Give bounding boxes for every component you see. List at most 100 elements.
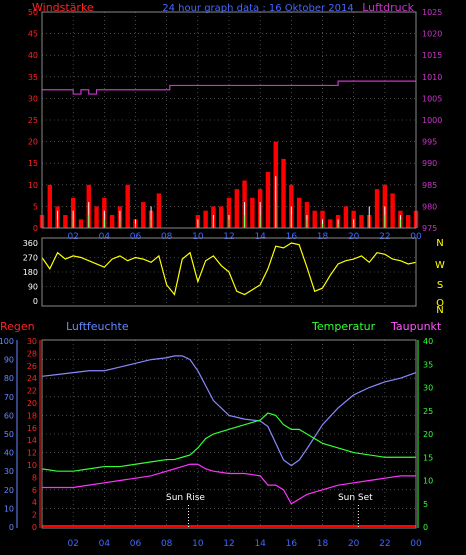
x-tick-label: 18: [317, 539, 329, 549]
right-tick-label: 1005: [422, 94, 442, 103]
left-tick-label: 45: [28, 30, 38, 39]
left-tick-label: 25: [28, 116, 38, 125]
dewpoint-axis-label: Taupunkt: [390, 320, 442, 333]
x-tick-labels: 02 04 06 08 10 12 14 16 18 20 22 00: [67, 539, 422, 549]
rain-tick-label: 6: [32, 486, 37, 495]
rain-tick-label: 30: [27, 337, 37, 346]
humidity-line: [41, 355, 417, 467]
left-tick-label: 360: [23, 239, 38, 248]
x-tick-label: 04: [99, 539, 111, 549]
right-axis-label: Luftdruck: [362, 1, 414, 14]
left-tick-label: 15: [28, 159, 38, 168]
x-tick-label: 02: [67, 232, 78, 242]
wind-bar: [250, 197, 255, 228]
wind-direction-line: [41, 242, 417, 296]
grid: [42, 340, 416, 528]
wind-bar: [78, 219, 84, 228]
temperature-tick-label: 35: [423, 360, 433, 369]
right-tick-label: 975: [422, 224, 437, 233]
x-tick-label: 20: [348, 232, 360, 242]
humidity-tick-label: 50: [4, 430, 14, 439]
temperature-tick-label: 20: [423, 430, 433, 439]
compass-label: N: [436, 238, 443, 249]
rain-tick-label: 10: [27, 461, 37, 470]
x-tick-label: 14: [254, 539, 266, 549]
temperature-tick-label: 10: [423, 477, 433, 486]
wind-bar: [281, 158, 286, 228]
wind-bar: [265, 171, 271, 228]
humidity-tick-labels: 0 10 20 30 40 50 60 70 80 90 100: [0, 337, 14, 532]
right-tick-labels: 975 980 985 990 995 1000 1005 1010 1015 1020 1025: [422, 8, 442, 233]
wind-bar: [47, 184, 52, 228]
x-tick-label: 18: [317, 232, 329, 242]
chart-title: 24 hour graph data : 16 Oktober 2014: [162, 3, 354, 14]
x-tick-label: 22: [379, 539, 390, 549]
wind-bar: [343, 206, 349, 228]
left-tick-label: 20: [28, 138, 38, 147]
temperature-line: [41, 412, 416, 472]
x-tick-label: 12: [223, 232, 234, 242]
rain-tick-label: 8: [32, 473, 37, 482]
x-tick-label: 08: [161, 232, 173, 242]
temperature-tick-label: 40: [423, 337, 433, 346]
temperature-tick-label: 5: [423, 500, 428, 509]
x-tick-label: 20: [348, 539, 360, 549]
rain-tick-label: 16: [27, 424, 37, 433]
plot-frame: [41, 11, 417, 229]
temperature-tick-label: 0: [423, 523, 428, 532]
humidity-tick-label: 100: [0, 337, 14, 346]
wind-bar: [94, 206, 99, 228]
x-tick-label: 16: [286, 232, 298, 242]
right-tick-label: 985: [422, 181, 437, 190]
right-tick-label: 990: [422, 159, 437, 168]
left-tick-label: 10: [28, 181, 38, 190]
humidity-tick-label: 90: [4, 356, 14, 365]
left-tick-label: 90: [28, 283, 38, 292]
temperature-tick-label: 30: [423, 384, 433, 393]
x-tick-label: 06: [130, 232, 142, 242]
rain-tick-label: 2: [32, 511, 37, 520]
x-tick-label: 10: [192, 232, 204, 242]
temperature-tick-label: 25: [423, 407, 433, 416]
x-tick-label: 00: [410, 232, 422, 242]
temperature-humidity-chart: Regen Luftfeuchte Temperatur Taupunkt 0 1…: [0, 320, 442, 549]
rain-tick-label: 26: [27, 362, 37, 371]
left-tick-label: 40: [28, 51, 38, 60]
wind-bar: [125, 184, 130, 228]
rain-tick-label: 0: [32, 523, 37, 532]
rain-tick-label: 4: [32, 498, 37, 507]
x-tick-label: 04: [99, 232, 111, 242]
dewpoint-line: [42, 463, 416, 505]
humidity-tick-label: 20: [4, 486, 14, 495]
x-tick-label: 02: [67, 539, 78, 549]
series-group: [41, 355, 417, 527]
left-axis-label: Windstärke: [32, 1, 94, 14]
right-tick-label: 980: [422, 202, 437, 211]
compass-label: O: [436, 298, 444, 309]
right-tick-label: 1010: [422, 73, 442, 82]
left-tick-labels: 0 5 10 15 20 25 30 35 40 45 50: [28, 8, 38, 233]
left-tick-label: 50: [28, 8, 38, 17]
wind-bar: [141, 202, 146, 228]
rain-tick-label: 18: [27, 411, 37, 420]
left-tick-label: 30: [28, 94, 38, 103]
compass-label: W: [435, 260, 445, 271]
series-group: [39, 80, 419, 228]
compass-label: S: [437, 280, 443, 291]
x-tick-label: 08: [161, 539, 173, 549]
temperature-axis-label: Temperatur: [311, 320, 376, 333]
wind-bar: [203, 210, 208, 228]
x-tick-label: 22: [379, 232, 390, 242]
plot-frame: [41, 237, 417, 307]
humidity-tick-label: 40: [4, 449, 14, 458]
rain-tick-label: 12: [27, 449, 37, 458]
wind-bar: [234, 189, 239, 228]
rain-tick-label: 14: [27, 436, 37, 445]
wind-bar: [63, 215, 68, 228]
humidity-tick-label: 0: [9, 523, 14, 532]
rain-tick-label: 24: [27, 374, 37, 383]
wind-bar: [359, 215, 364, 228]
humidity-axis-label: Luftfeuchte: [66, 320, 129, 333]
x-tick-label: 16: [286, 539, 298, 549]
